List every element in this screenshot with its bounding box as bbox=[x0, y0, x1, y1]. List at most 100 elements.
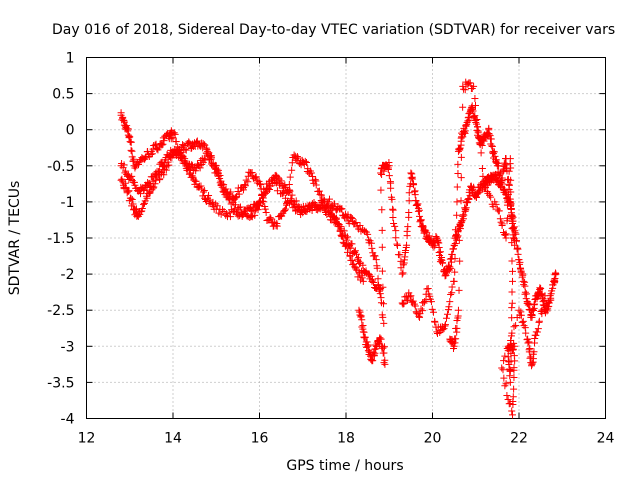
plot-frame bbox=[86, 57, 606, 419]
data-point-fill bbox=[271, 218, 279, 226]
data-point-fill bbox=[274, 174, 282, 182]
data-point-fill bbox=[403, 227, 411, 235]
data-point-fill bbox=[393, 241, 401, 249]
data-point-fill bbox=[240, 183, 248, 191]
data-point-fill bbox=[502, 230, 510, 238]
data-point-fill bbox=[262, 208, 270, 216]
data-point-fill bbox=[368, 244, 376, 252]
data-point-fill bbox=[508, 257, 516, 265]
data-point-fill bbox=[404, 223, 412, 231]
data-point-fill bbox=[254, 206, 262, 214]
data-point-fill bbox=[233, 208, 241, 216]
data-point-fill bbox=[461, 86, 469, 94]
data-point-fill bbox=[165, 161, 173, 169]
data-point-fill bbox=[152, 140, 160, 148]
data-point-fill bbox=[384, 165, 392, 173]
data-point-fill bbox=[197, 182, 205, 190]
data-point-fill bbox=[361, 334, 369, 342]
data-point-fill bbox=[505, 343, 513, 351]
x-tick-label: 22 bbox=[510, 431, 528, 447]
data-point-fill bbox=[236, 203, 244, 211]
data-point-fill bbox=[454, 160, 462, 168]
data-point-fill bbox=[146, 189, 154, 197]
data-point-fill bbox=[205, 200, 213, 208]
data-point-fill bbox=[311, 176, 319, 184]
data-point-fill bbox=[474, 123, 482, 131]
data-point-fill bbox=[509, 346, 517, 354]
data-point-fill bbox=[508, 407, 516, 415]
data-point-fill bbox=[446, 264, 454, 272]
data-point-fill bbox=[453, 183, 461, 191]
data-point-fill bbox=[411, 187, 419, 195]
data-point-fill bbox=[471, 112, 479, 120]
data-point-fill bbox=[301, 157, 309, 165]
data-point bbox=[433, 328, 441, 336]
data-point-fill bbox=[144, 147, 152, 155]
data-point-fill bbox=[288, 191, 296, 199]
data-point-fill bbox=[338, 205, 346, 213]
data-point-fill bbox=[451, 234, 459, 242]
data-point-fill bbox=[465, 116, 473, 124]
data-point-fill bbox=[446, 298, 454, 306]
data-point-fill bbox=[280, 207, 288, 215]
data-point-fill bbox=[388, 195, 396, 203]
data-point-fill bbox=[516, 258, 524, 266]
data-point-fill bbox=[362, 228, 370, 236]
data-point-fill bbox=[517, 268, 525, 276]
data-point-fill bbox=[226, 196, 234, 204]
data-point-fill bbox=[405, 209, 413, 217]
data-point-fill bbox=[165, 152, 173, 160]
data-point-fill bbox=[468, 85, 476, 93]
data-point-fill bbox=[259, 192, 267, 200]
y-tick-label: -1.5 bbox=[47, 231, 74, 247]
data-point-fill bbox=[529, 305, 537, 313]
data-point-fill bbox=[312, 181, 320, 189]
data-point-fill bbox=[159, 162, 167, 170]
data-point-fill bbox=[205, 192, 213, 200]
x-tick-label: 24 bbox=[597, 431, 615, 447]
data-point-fill bbox=[418, 307, 426, 315]
data-point-fill bbox=[513, 237, 521, 245]
data-point-fill bbox=[392, 234, 400, 242]
data-point-fill bbox=[429, 308, 437, 316]
data-point-fill bbox=[477, 149, 485, 157]
data-point bbox=[515, 306, 523, 314]
data-point-fill bbox=[131, 181, 139, 189]
data-point-fill bbox=[374, 281, 382, 289]
data-point-fill bbox=[509, 345, 517, 353]
data-point-fill bbox=[124, 127, 132, 135]
y-tick-label: -3 bbox=[61, 339, 75, 355]
data-point-fill bbox=[258, 197, 266, 205]
data-point-fill bbox=[181, 159, 189, 167]
data-point-fill bbox=[241, 182, 249, 190]
data-point-fill bbox=[511, 357, 519, 365]
data-point-fill bbox=[519, 271, 527, 279]
data-point-fill bbox=[369, 357, 377, 365]
data-point-fill bbox=[389, 206, 397, 214]
data-point-fill bbox=[454, 170, 462, 178]
data-point-fill bbox=[525, 338, 533, 346]
data-point-fill bbox=[378, 243, 386, 251]
data-point-fill bbox=[445, 266, 453, 274]
data-point-fill bbox=[451, 226, 459, 234]
data-point-fill bbox=[141, 154, 149, 162]
data-point-fill bbox=[380, 319, 388, 327]
data-point-fill bbox=[308, 200, 316, 208]
data-point-fill bbox=[523, 290, 531, 298]
data-point-fill bbox=[532, 331, 540, 339]
data-point-fill bbox=[501, 231, 509, 239]
y-tick-labels: 1 0.5 0 -0.5 -1 -1.5 -2 -2.5 -3 -3.5 -4 bbox=[47, 51, 74, 428]
data-point-fill bbox=[179, 153, 187, 161]
data-point-fill bbox=[512, 230, 520, 238]
data-point-fill bbox=[521, 288, 529, 296]
data-point-fill bbox=[456, 257, 464, 265]
data-point-fill bbox=[359, 261, 367, 269]
data-point-fill bbox=[460, 211, 468, 219]
data-point-fill bbox=[480, 137, 488, 145]
data-point-fill bbox=[410, 180, 418, 188]
data-point-fill bbox=[126, 138, 134, 146]
y-tick-label: -1 bbox=[61, 195, 75, 211]
data-point bbox=[509, 277, 517, 285]
data-point-fill bbox=[519, 317, 527, 325]
data-point bbox=[117, 176, 125, 184]
